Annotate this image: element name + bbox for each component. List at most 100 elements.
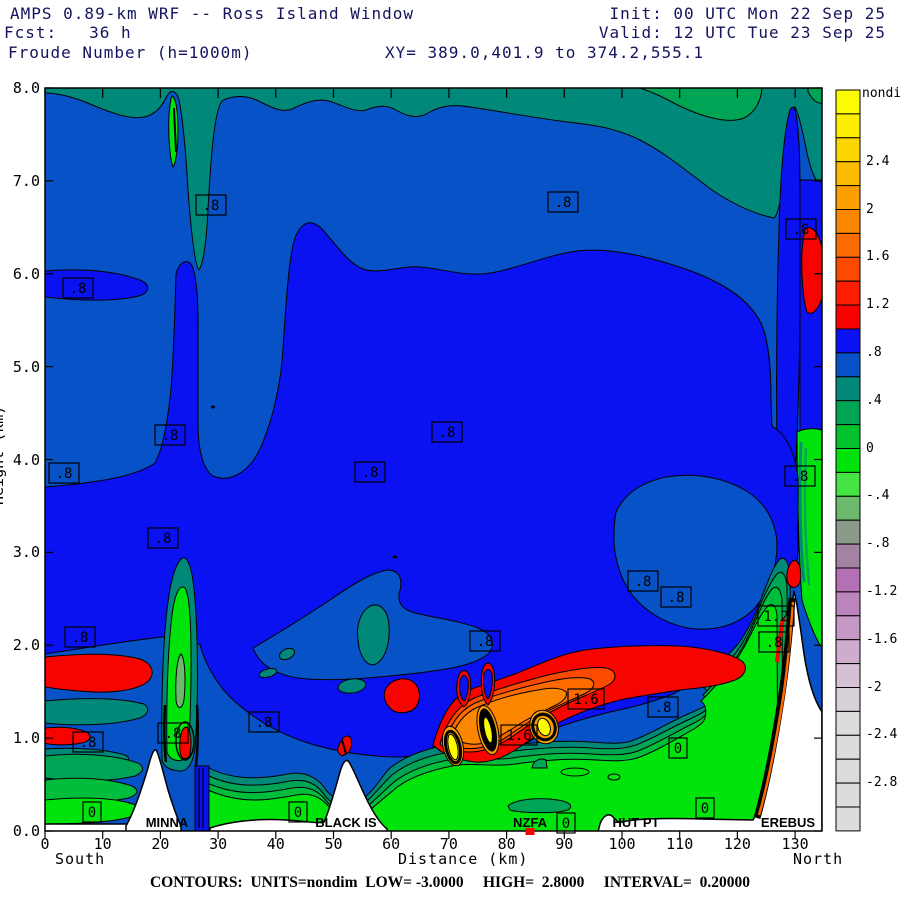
y-tick-label: 1.0 [2, 729, 40, 747]
colorbar-cell [836, 759, 860, 783]
colorbar-cell [836, 186, 860, 210]
nzfa-station-marker [526, 828, 535, 835]
x-tick-label: 90 [555, 835, 573, 853]
y-tick-label: 6.0 [2, 265, 40, 283]
wedge-green-sliver [169, 96, 178, 167]
colorbar-tick-label: -2.8 [866, 775, 897, 790]
contour-label-text: 0 [562, 816, 570, 832]
x-axis-label: Distance (km) [398, 850, 528, 868]
contour-label-text: .8 [162, 428, 179, 444]
colorbar-cell [836, 233, 860, 257]
y-tick-label: 8.0 [2, 79, 40, 97]
colorbar-cell [836, 353, 860, 377]
contour-label-text: .8 [766, 635, 783, 651]
colorbar-tick-label: -2.4 [866, 727, 897, 742]
colorbar-tick-label: 0 [866, 441, 874, 456]
colorbar-cell [836, 711, 860, 735]
colorbar-cell [836, 401, 860, 425]
y-tick-label: 7.0 [2, 172, 40, 190]
contour-label-text: 0 [701, 801, 709, 817]
contour-info: CONTOURS: UNITS=nondim LOW= -3.0000 HIGH… [0, 874, 900, 892]
colorbar-cell [836, 616, 860, 640]
north-label: North [793, 850, 843, 868]
colorbar-cell [836, 664, 860, 688]
contour-label-text: 0 [88, 805, 96, 821]
landmark-nzfa: NZFA [513, 815, 548, 830]
contour-field [43, 88, 825, 832]
contour-label-text: .8 [792, 469, 809, 485]
colorbar-cell [836, 640, 860, 664]
amps-cross-section-page: AMPS 0.89-km WRF -- Ross Island Window I… [0, 0, 900, 900]
colorbar-cell [836, 783, 860, 807]
colorbar-tick-label: -1.2 [866, 584, 897, 599]
colorbar-cell [836, 257, 860, 281]
x-tick-label: 0 [40, 835, 49, 853]
contour-label-text: .8 [256, 715, 273, 731]
colorbar-cell [836, 449, 860, 473]
minna-notch [195, 766, 209, 831]
contour-label-text: .8 [555, 195, 572, 211]
colorbar-cell [836, 210, 860, 234]
colorbar-cell [836, 688, 860, 712]
landmark-erebus: EREBUS [761, 815, 816, 830]
contour-label-text: .8 [72, 630, 89, 646]
colorbar-tick-label: 1.6 [866, 249, 889, 264]
contour-label-text: 0 [674, 741, 682, 757]
contour-plot: .8.8.8.8.8.8.8.8.8.8.8.8.8.8.8.8.8.81.2.… [0, 0, 900, 900]
contour-label-text: 1.6 [573, 692, 598, 708]
colorbar-tick-label: 2 [866, 202, 874, 217]
contour-label-text: 1.6 [506, 728, 531, 744]
colorbar-cell [836, 377, 860, 401]
colorbar-tick-label: .8 [866, 345, 882, 360]
colorbar-cell [836, 807, 860, 831]
north-edge-red-blob [802, 228, 822, 314]
colorbar-cell [836, 138, 860, 162]
x-tick-label: 120 [724, 835, 751, 853]
landmark-minna: MINNA [146, 815, 189, 830]
contour-label-text: .8 [155, 531, 172, 547]
contour-label-text: 1.2 [763, 609, 788, 625]
x-tick-label: 40 [267, 835, 285, 853]
x-tick-label: 20 [151, 835, 169, 853]
contour-label-text: 0 [294, 805, 302, 821]
colorbar-cell [836, 305, 860, 329]
contour-label-text: .8 [655, 700, 672, 716]
landmark-black-is: BLACK IS [315, 815, 377, 830]
colorbar-cell [836, 520, 860, 544]
colorbar-cell [836, 425, 860, 449]
x-tick-label: 50 [324, 835, 342, 853]
x-tick-label: 110 [666, 835, 693, 853]
contour-label-text: .8 [56, 466, 73, 482]
contour-label-text: .8 [668, 590, 685, 606]
contour-label-text: .8 [80, 735, 97, 751]
colorbar-title: nondim [862, 86, 900, 101]
colorbar-cell [836, 329, 860, 353]
colorbar-tick-label: 1.2 [866, 297, 889, 312]
y-tick-label: 5.0 [2, 358, 40, 376]
landmark-hut-pt: HUT PT [613, 815, 660, 830]
colorbar-tick-label: -2 [866, 680, 882, 695]
y-tick-label: 4.0 [2, 451, 40, 469]
colorbar-cell [836, 544, 860, 568]
colorbar-cell [836, 592, 860, 616]
contour-label-text: .8 [165, 726, 182, 742]
contour-label-text: .8 [362, 465, 379, 481]
colorbar-cell [836, 472, 860, 496]
colorbar-cell [836, 568, 860, 592]
colorbar-cell [836, 281, 860, 305]
colorbar-tick-label: -1.6 [866, 632, 897, 647]
colorbar-cell [836, 114, 860, 138]
colorbar-cell [836, 162, 860, 186]
colorbar-cell [836, 90, 860, 114]
y-tick-label: 2.0 [2, 636, 40, 654]
contour-label-text: .8 [70, 281, 87, 297]
contour-label-text: .8 [439, 425, 456, 441]
tiny-contour-dot-2 [393, 556, 398, 559]
colorbar-cell [836, 735, 860, 759]
colorbar [836, 90, 860, 831]
x-tick-label: 30 [209, 835, 227, 853]
y-tick-label: 3.0 [2, 543, 40, 561]
contour-label-text: .8 [203, 198, 220, 214]
colorbar-tick-label: -.8 [866, 536, 889, 551]
left-red-band [45, 654, 152, 692]
